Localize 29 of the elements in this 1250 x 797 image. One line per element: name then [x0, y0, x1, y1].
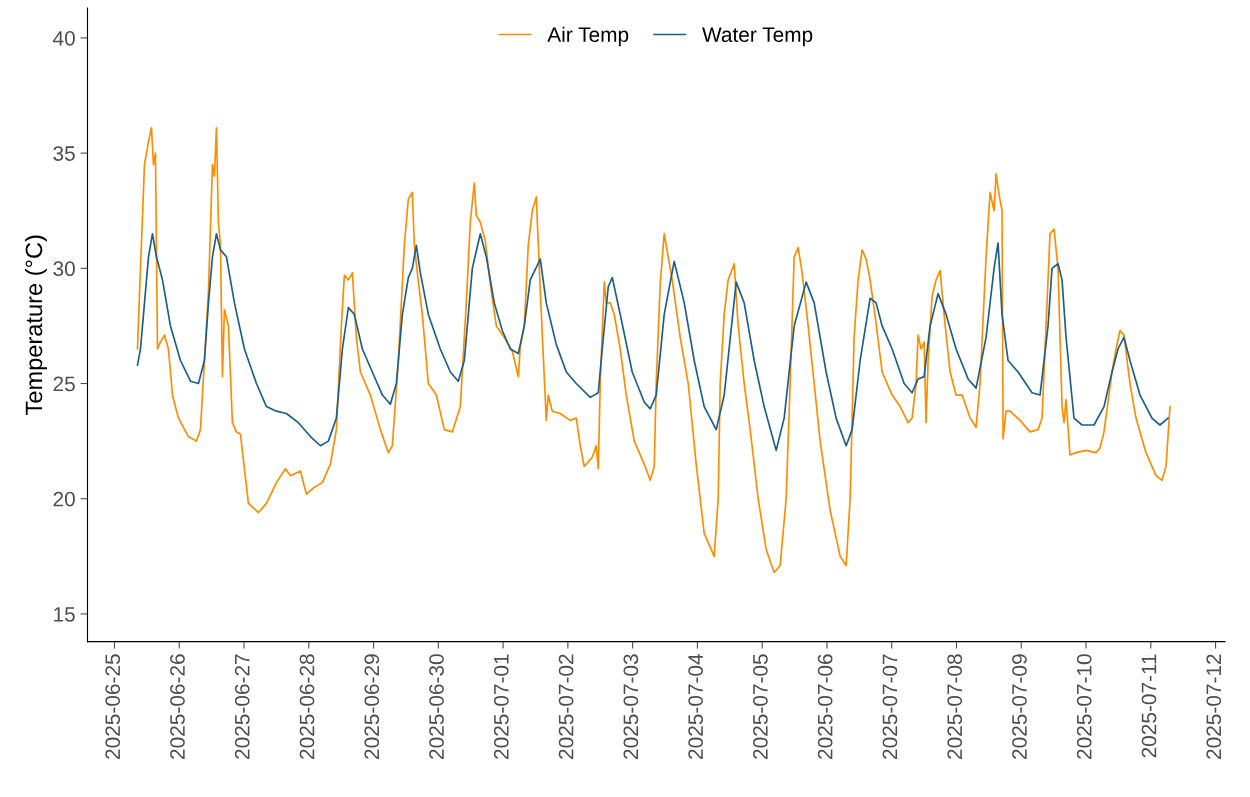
line-series	[136, 232, 1169, 452]
legend-label: Air Temp	[547, 26, 629, 47]
x-tick-label: 2025-06-29	[364, 654, 380, 759]
y-tick-label: 20	[53, 491, 75, 507]
x-tick-label: 2025-07-10	[1076, 654, 1092, 759]
x-tick-label: 2025-07-07	[882, 654, 898, 759]
x-tick-label: 2025-07-06	[817, 654, 833, 759]
x-tick-label: 2025-07-12	[1206, 654, 1222, 759]
y-tick-label: 35	[53, 146, 75, 161]
x-tick-label: 2025-06-25	[105, 654, 121, 759]
x-tick-label: 2025-06-30	[429, 654, 444, 759]
x-tick-label: 2025-06-28	[299, 654, 315, 759]
x-tick-label: 2025-07-03	[623, 654, 639, 759]
x-tick-label: 2025-07-09	[1012, 654, 1027, 759]
x-tick-label: 2025-07-02	[558, 654, 574, 759]
x-tick-label: 2025-07-04	[688, 653, 703, 759]
x-tick-label: 2025-07-11	[1141, 654, 1157, 758]
y-tick-label: 25	[53, 376, 75, 392]
x-tick-label: 2025-07-01	[493, 654, 509, 759]
y-tick-label: 30	[53, 261, 75, 277]
y-tick-label: 15	[54, 607, 75, 622]
x-tick-label: 2025-07-05	[753, 654, 768, 759]
y-axis-title: Temperature (°C)	[24, 235, 47, 415]
line-series	[136, 126, 1171, 574]
x-tick-label: 2025-06-27	[234, 654, 250, 759]
legend-label: Water Temp	[702, 27, 813, 47]
y-tick-label: 40	[53, 30, 75, 46]
x-tick-label: 2025-07-08	[947, 654, 963, 759]
x-tick-label: 2025-06-26	[170, 654, 185, 759]
